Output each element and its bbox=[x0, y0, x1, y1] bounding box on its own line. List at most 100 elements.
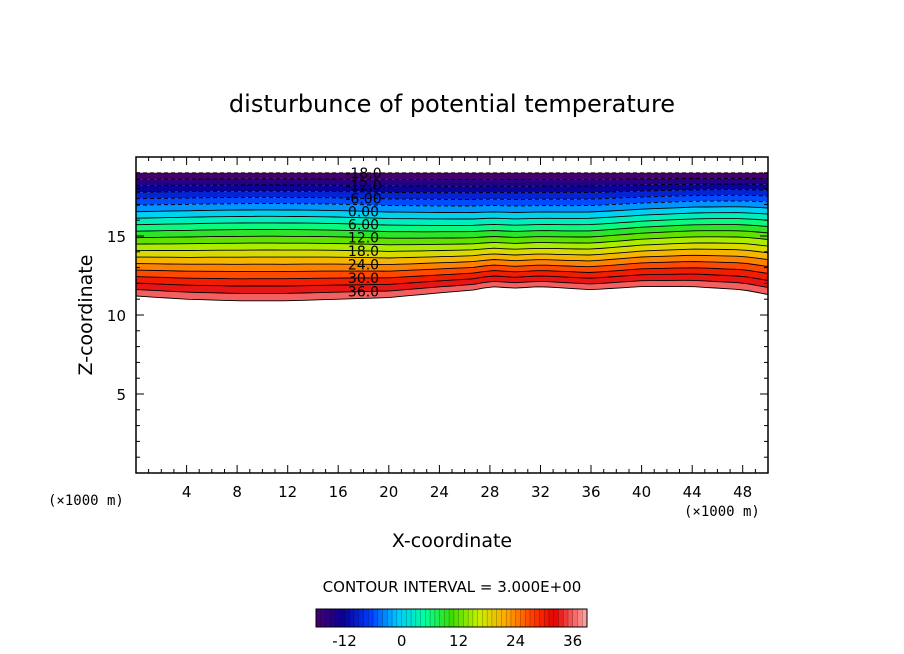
colorbar-cell bbox=[468, 609, 474, 627]
contour-band bbox=[136, 236, 768, 252]
colorbar-cell bbox=[463, 609, 469, 627]
colorbar-tick-label: 12 bbox=[449, 632, 468, 650]
x-tick-label: 44 bbox=[683, 483, 702, 501]
colorbar-cell bbox=[434, 609, 441, 627]
contour-line bbox=[136, 286, 768, 302]
contour-band bbox=[136, 195, 768, 206]
contour-label: 12.0 bbox=[348, 231, 379, 247]
colorbar-cell bbox=[525, 609, 531, 627]
colorbar-cell bbox=[377, 609, 383, 627]
contour-label: 0.00 bbox=[348, 204, 379, 220]
colorbar-cell bbox=[544, 609, 550, 627]
colorbar-cell bbox=[358, 609, 364, 627]
colorbar-cell bbox=[563, 609, 569, 627]
contour-labels: -18.0-12.0-6.000.006.0012.018.024.030.03… bbox=[345, 166, 381, 301]
contour-label: 18.0 bbox=[348, 244, 379, 260]
contour-band bbox=[136, 178, 768, 187]
colorbar-cell bbox=[339, 609, 345, 627]
colorbar-cell bbox=[520, 609, 526, 627]
colorbar-cell bbox=[344, 609, 350, 627]
colorbar-cell bbox=[487, 609, 493, 627]
contour-line bbox=[136, 236, 768, 246]
x-unit-right: (×1000 m) bbox=[684, 504, 760, 520]
colorbar-cell bbox=[529, 609, 536, 627]
colorbar-cell bbox=[491, 609, 498, 627]
contour-band bbox=[136, 255, 768, 272]
colorbar-cell bbox=[548, 609, 555, 627]
colorbar-cell bbox=[354, 609, 360, 627]
contour-label: -6.00 bbox=[345, 191, 381, 207]
colorbar-cell bbox=[392, 609, 398, 627]
colorbar-cell bbox=[506, 609, 512, 627]
colorbar-cell bbox=[515, 609, 521, 627]
contour-line bbox=[136, 273, 768, 287]
colorbar-tick-label: 24 bbox=[506, 632, 525, 650]
x-tick-label: 24 bbox=[430, 483, 449, 501]
colorbar-cell bbox=[482, 609, 488, 627]
contour-line bbox=[136, 206, 768, 214]
contour-line bbox=[136, 254, 768, 266]
colorbar-cell bbox=[472, 609, 479, 627]
colorbar-cell bbox=[458, 609, 464, 627]
colorbar-cell bbox=[373, 609, 379, 627]
x-tick-label: 8 bbox=[232, 483, 242, 501]
contour-line bbox=[136, 261, 768, 272]
colorbar-cell bbox=[453, 609, 460, 627]
colorbar-cell bbox=[349, 609, 355, 627]
colorbar-cell bbox=[496, 609, 502, 627]
contour-lines bbox=[136, 172, 768, 302]
colorbar-cell bbox=[325, 609, 331, 627]
colorbar-cell bbox=[577, 609, 583, 627]
contour-line bbox=[136, 212, 768, 220]
colorbar-cell bbox=[335, 609, 341, 627]
chart-title: disturbunce of potential temperature bbox=[229, 90, 675, 118]
colorbar-cell bbox=[420, 609, 426, 627]
colorbar-tick-label: -12 bbox=[332, 632, 357, 650]
colorbar-cell bbox=[539, 609, 545, 627]
contour-label: 36.0 bbox=[348, 285, 379, 301]
contour-label: 30.0 bbox=[348, 271, 379, 287]
colorbar-cell bbox=[444, 609, 450, 627]
x-tick-label: 36 bbox=[581, 483, 600, 501]
colorbar-cell bbox=[363, 609, 369, 627]
colorbar-tick-label: 0 bbox=[397, 632, 407, 650]
contour-line bbox=[136, 177, 768, 180]
x-tick-label: 4 bbox=[182, 483, 192, 501]
y-tick-label: 10 bbox=[107, 307, 126, 325]
contour-band bbox=[136, 274, 768, 294]
colorbar-tick-label: 36 bbox=[563, 632, 582, 650]
contour-line bbox=[136, 242, 768, 252]
y-axis-label: Z-coordinate bbox=[75, 255, 97, 376]
colorbar-cell bbox=[401, 609, 407, 627]
colorbar-cell bbox=[558, 609, 564, 627]
colorbar-cell bbox=[430, 609, 436, 627]
contour-label: -18.0 bbox=[345, 166, 381, 182]
contour-line bbox=[136, 279, 768, 294]
colorbar-cell bbox=[425, 609, 431, 627]
contour-band bbox=[136, 218, 768, 232]
colorbar-cell bbox=[415, 609, 421, 627]
contour-line bbox=[136, 218, 768, 226]
contour-interval-text: CONTOUR INTERVAL = 3.000E+00 bbox=[323, 578, 582, 596]
colorbar-cell bbox=[439, 609, 445, 627]
contour-line bbox=[136, 194, 768, 200]
colorbar-cell bbox=[477, 609, 483, 627]
x-axis-label: X-coordinate bbox=[392, 530, 512, 552]
x-tick-label: 28 bbox=[480, 483, 499, 501]
contour-line bbox=[136, 189, 768, 194]
colorbar-cell bbox=[396, 609, 402, 627]
contour-band bbox=[136, 224, 768, 239]
contour-line bbox=[136, 200, 768, 207]
contour-line bbox=[136, 267, 768, 280]
colorbar-ticks: -12 0 12 24 36 bbox=[332, 632, 582, 650]
x-tick-label: 12 bbox=[278, 483, 297, 501]
y-tick-label: 5 bbox=[116, 386, 126, 404]
colorbar-cell bbox=[406, 609, 412, 627]
contour-band bbox=[136, 280, 768, 301]
x-tick-label: 40 bbox=[632, 483, 651, 501]
contour-band bbox=[136, 172, 768, 180]
colorbar-cell bbox=[553, 609, 559, 627]
colorbar-cell bbox=[567, 609, 574, 627]
